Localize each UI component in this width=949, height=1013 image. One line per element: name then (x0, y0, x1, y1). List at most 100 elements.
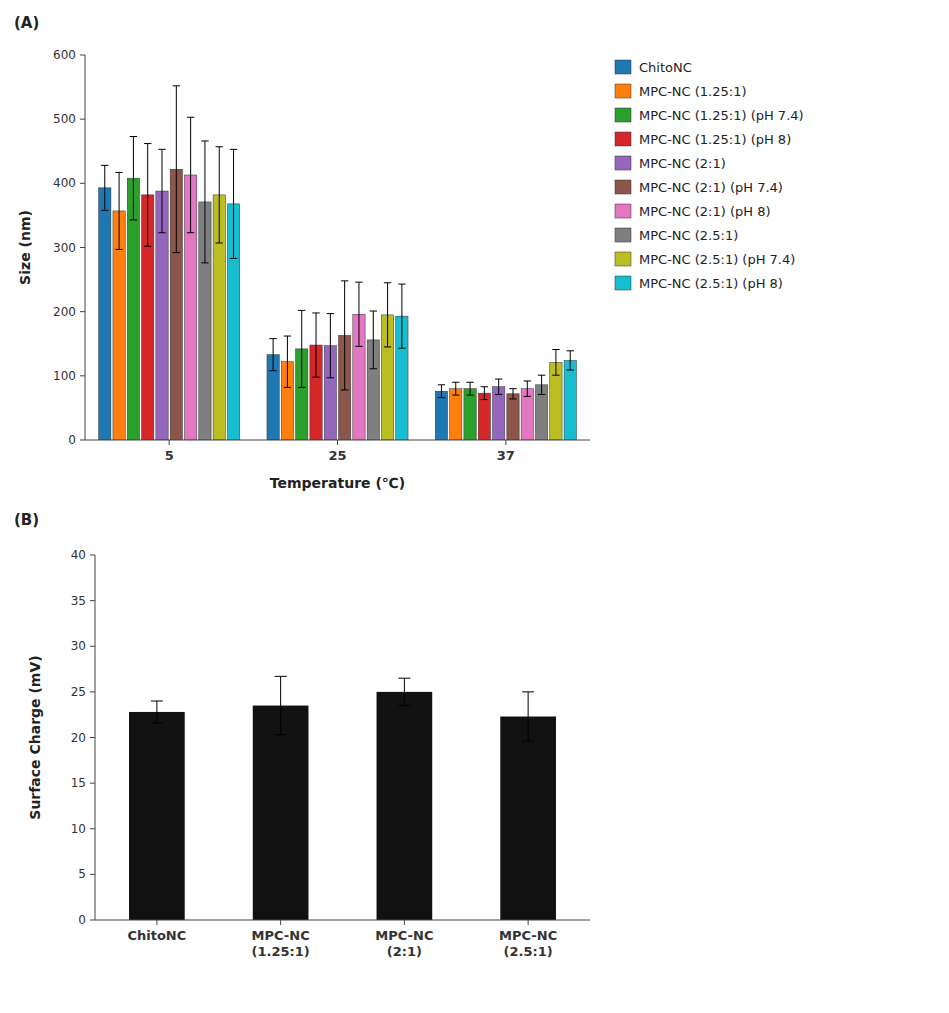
panel-label: (B) (14, 511, 39, 529)
y-tick-label: 35 (71, 594, 86, 608)
x-tick (404, 920, 405, 925)
error-bar (115, 172, 122, 249)
error-bar (552, 350, 559, 376)
y-tick (90, 555, 95, 556)
y-tick-label: 300 (53, 241, 76, 255)
y-tick-label: 40 (71, 548, 86, 562)
y-axis-line (95, 555, 96, 920)
legend: ChitoNCMPC-NC (1.25:1)MPC-NC (1.25:1) (p… (615, 60, 804, 291)
y-axis-label: Size (nm) (17, 210, 33, 285)
legend-swatch (615, 252, 631, 266)
bar (435, 391, 447, 440)
x-tick-label-line: ChitoNC (127, 928, 186, 943)
y-tick (90, 691, 95, 692)
error-bar (538, 375, 545, 394)
chart-root: (A)010020030040050060052537Temperature (… (0, 0, 949, 1013)
chart-panel: (A)010020030040050060052537Temperature (… (14, 14, 804, 491)
legend-swatch (615, 228, 631, 242)
y-tick (90, 737, 95, 738)
error-bar (230, 149, 237, 258)
y-tick-label: 500 (53, 112, 76, 126)
x-tick-label-line: (2:1) (387, 944, 422, 959)
error-bar (398, 284, 405, 348)
legend-label: MPC-NC (2:1) (639, 156, 726, 171)
y-tick-label: 25 (71, 685, 86, 699)
error-bar (187, 117, 194, 233)
error-bar (201, 141, 208, 263)
y-tick (90, 600, 95, 601)
legend-swatch (615, 180, 631, 194)
x-tick (156, 920, 157, 925)
error-bar (298, 310, 305, 387)
error-bar (101, 165, 108, 210)
y-tick (90, 920, 95, 921)
y-tick-label: 200 (53, 305, 76, 319)
legend-swatch (615, 84, 631, 98)
y-tick (80, 119, 85, 120)
bar (253, 706, 309, 920)
y-tick (80, 375, 85, 376)
y-tick-label: 400 (53, 176, 76, 190)
bar (99, 188, 111, 440)
error-bar (524, 381, 531, 396)
legend-swatch (615, 276, 631, 290)
error-bar (158, 149, 165, 232)
bar (129, 712, 185, 920)
legend-label: MPC-NC (2.5:1) (pH 8) (639, 276, 783, 291)
y-tick (80, 440, 85, 441)
error-bar (495, 379, 502, 394)
legend-label: MPC-NC (2:1) (pH 7.4) (639, 180, 783, 195)
legend-swatch (615, 60, 631, 74)
error-bar (438, 385, 445, 398)
x-tick-label-line: (2.5:1) (504, 944, 553, 959)
error-bar (151, 701, 163, 723)
y-tick-label: 15 (71, 776, 86, 790)
legend-label: MPC-NC (2:1) (pH 8) (639, 204, 771, 219)
error-bar (341, 281, 348, 390)
error-bar (216, 147, 223, 243)
x-tick-label-line: 25 (328, 448, 346, 463)
y-tick-label: 0 (78, 913, 86, 927)
bar (464, 389, 476, 440)
y-tick-label: 20 (71, 731, 86, 745)
y-tick (80, 247, 85, 248)
y-axis-line (85, 55, 86, 440)
error-bar (481, 387, 488, 400)
y-tick-label: 0 (68, 433, 76, 447)
y-tick-label: 100 (53, 369, 76, 383)
y-tick (90, 646, 95, 647)
bar (478, 393, 490, 440)
y-tick (80, 55, 85, 56)
error-bar (173, 86, 180, 253)
x-tick-label: MPC-NC(1.25:1) (252, 928, 310, 959)
x-tick-label-line: MPC-NC (252, 928, 310, 943)
error-bar (509, 389, 516, 399)
error-bar (466, 382, 473, 395)
bar (507, 394, 519, 440)
x-tick-label-line: (1.25:1) (252, 944, 310, 959)
x-tick (337, 440, 338, 445)
chart-panel: (B)0510152025303540ChitoNCMPC-NC(1.25:1)… (14, 511, 590, 959)
error-bar (522, 692, 534, 741)
y-tick (90, 828, 95, 829)
error-bar (355, 282, 362, 346)
legend-label: MPC-NC (2.5:1) (639, 228, 738, 243)
legend-swatch (615, 204, 631, 218)
bar (377, 692, 433, 920)
bar (500, 717, 556, 920)
x-tick-label-line: 37 (497, 448, 515, 463)
error-bar (269, 339, 276, 371)
x-axis-line (95, 920, 590, 921)
y-tick-label: 5 (78, 867, 86, 881)
legend-label: MPC-NC (1.25:1) (pH 8) (639, 132, 791, 147)
x-tick-label: 25 (328, 448, 346, 463)
y-tick (80, 183, 85, 184)
y-tick (90, 874, 95, 875)
marks (129, 676, 556, 920)
x-axis-label: Temperature (℃) (270, 475, 405, 491)
bar (564, 360, 576, 440)
error-bar (452, 382, 459, 395)
legend-label: MPC-NC (1.25:1) (pH 7.4) (639, 108, 804, 123)
legend-swatch (615, 156, 631, 170)
x-tick-label: ChitoNC (127, 928, 186, 943)
